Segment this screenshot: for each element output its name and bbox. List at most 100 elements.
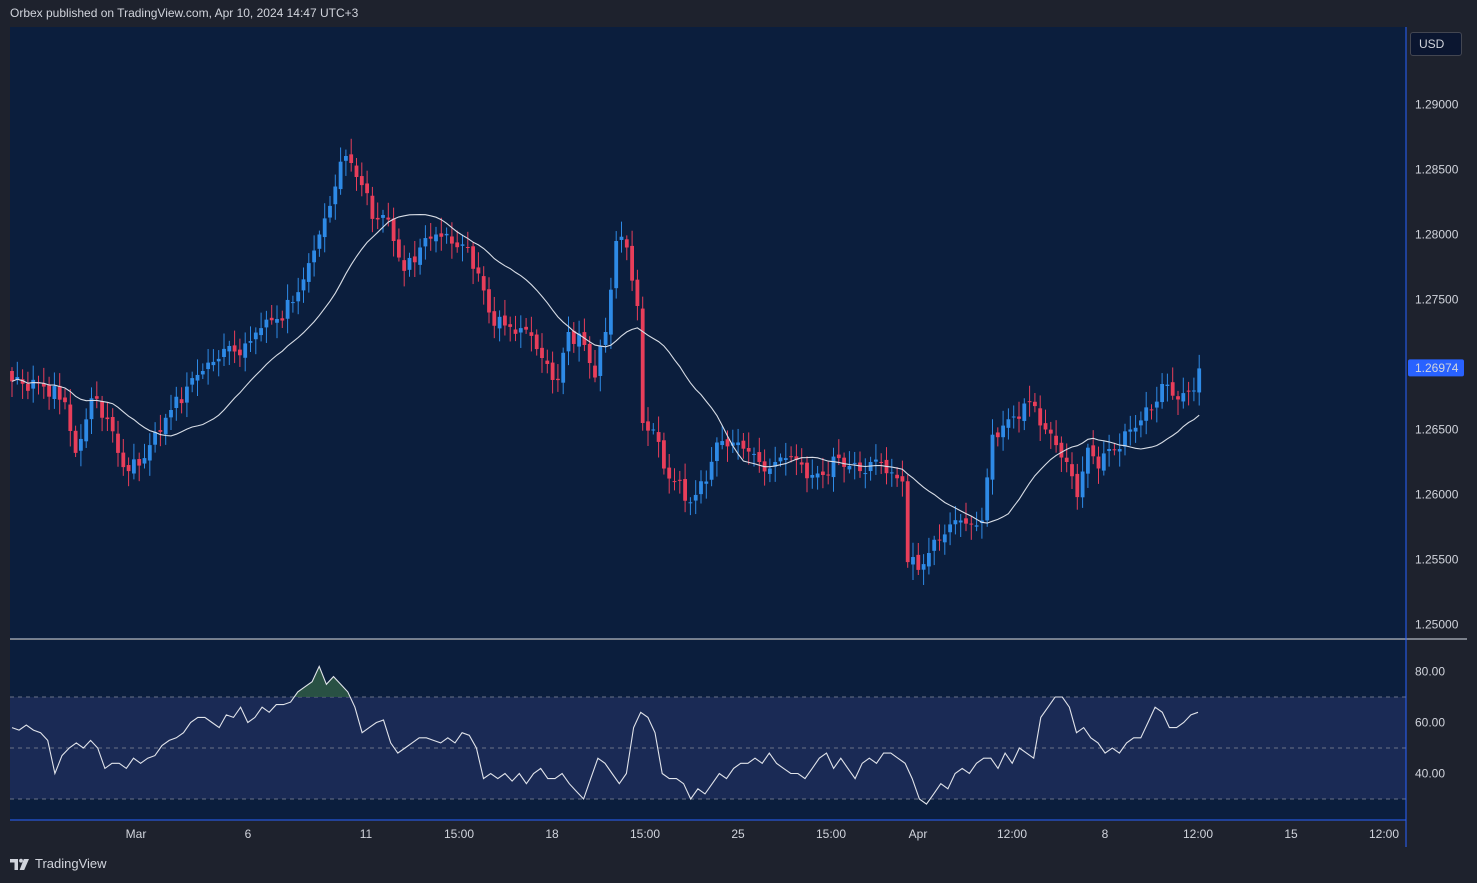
candle-body-down <box>280 318 285 321</box>
candle <box>534 329 539 356</box>
candle <box>672 468 677 491</box>
candle-body-down <box>471 246 475 269</box>
candle-body-down <box>365 183 369 194</box>
last-price-badge <box>1408 359 1464 377</box>
time-tick-label: Apr <box>909 827 928 841</box>
candle <box>354 157 359 191</box>
candle <box>126 457 131 487</box>
candle-body-down <box>465 246 470 248</box>
candle <box>52 372 57 409</box>
candle-body-down <box>269 317 274 321</box>
candle-body-down <box>428 236 433 239</box>
candle <box>110 408 115 443</box>
candle-body-up <box>206 362 210 370</box>
candle-body-down <box>105 417 110 420</box>
candle <box>1033 393 1037 413</box>
candle-body-up <box>174 396 179 409</box>
time-tick-label: 25 <box>731 827 745 841</box>
candle-body-down <box>73 430 78 453</box>
candle <box>1176 390 1180 415</box>
main-pane[interactable] <box>10 27 1406 639</box>
candle-body-up <box>253 332 258 340</box>
candle <box>889 458 894 487</box>
tradingview-logo[interactable]: TradingView <box>10 856 107 871</box>
candle <box>147 433 152 476</box>
candle-body-up <box>1192 390 1196 392</box>
candle-body-up <box>810 475 815 478</box>
rsi-axis[interactable]: 80.00 60.00 40.00 <box>1415 665 1445 781</box>
candle-body-up <box>79 438 83 451</box>
candle <box>905 474 910 568</box>
candle <box>206 349 210 385</box>
candle <box>852 451 857 480</box>
candle <box>916 542 921 575</box>
price-axis[interactable]: 1.290001.285001.280001.275001.270001.265… <box>1415 98 1459 632</box>
candle <box>397 228 401 262</box>
candle <box>1186 381 1191 406</box>
candle <box>783 442 788 476</box>
candle <box>359 162 364 197</box>
candle <box>481 266 486 305</box>
last-price-label: 1.26974 <box>1408 359 1464 377</box>
candle-body-up <box>990 434 995 480</box>
candle-body-up <box>566 332 571 352</box>
candle-body-up <box>259 328 263 336</box>
time-tick-label: 12:00 <box>997 827 1027 841</box>
candle-body-down <box>1059 442 1064 458</box>
candle <box>964 502 968 532</box>
candle-body-up <box>709 461 714 480</box>
candle <box>503 299 507 336</box>
candle-body-up <box>381 215 385 218</box>
candle-body-down <box>397 239 401 258</box>
candle <box>614 231 619 299</box>
candle <box>948 512 952 546</box>
currency-button[interactable]: USD <box>1410 32 1462 56</box>
chart-header: Orbex published on TradingView.com, Apr … <box>10 6 359 20</box>
time-tick-label: 18 <box>545 827 559 841</box>
time-tick-label: 15:00 <box>444 827 474 841</box>
candle <box>15 361 20 385</box>
candle <box>1091 430 1096 465</box>
candle <box>63 388 67 410</box>
candle <box>179 387 184 414</box>
candle <box>1096 446 1101 484</box>
candle <box>577 320 581 362</box>
candle <box>879 453 884 475</box>
candle-body-down <box>1112 449 1117 451</box>
candle <box>370 186 375 233</box>
candle <box>895 467 899 487</box>
time-tick-label: 15:00 <box>816 827 846 841</box>
candle <box>185 372 189 418</box>
candle-body-down <box>900 476 905 482</box>
candle-body-down <box>746 448 751 452</box>
candle <box>831 447 836 492</box>
candle <box>646 407 650 447</box>
candle-body-down <box>789 456 793 458</box>
candle <box>47 376 51 410</box>
candle-body-down <box>94 396 99 399</box>
candle-body-down <box>646 421 650 431</box>
candle <box>428 223 433 251</box>
candle-body-up <box>1011 416 1016 418</box>
candle-body-down <box>683 479 687 501</box>
candle-body-down <box>1064 457 1069 462</box>
candle <box>291 295 295 313</box>
candle-body-up <box>1101 453 1106 471</box>
candle <box>1022 398 1027 431</box>
candle <box>285 284 290 334</box>
candle <box>1165 373 1170 402</box>
candle <box>216 350 221 377</box>
candle <box>407 252 412 277</box>
candle-body-up <box>1181 393 1186 402</box>
candle <box>746 432 751 465</box>
candle-body-down <box>1176 396 1180 400</box>
candle-body-down <box>386 217 391 220</box>
candle-body-up <box>423 238 428 247</box>
candle <box>518 315 523 348</box>
candle <box>1149 404 1154 420</box>
rsi-pane[interactable] <box>10 640 1406 820</box>
candle <box>1027 385 1032 417</box>
time-axis[interactable]: Mar 6 11 15:00 18 15:00 25 15:00 Apr 12:00 8 12:00 1… <box>126 827 1400 841</box>
candle <box>116 420 120 467</box>
